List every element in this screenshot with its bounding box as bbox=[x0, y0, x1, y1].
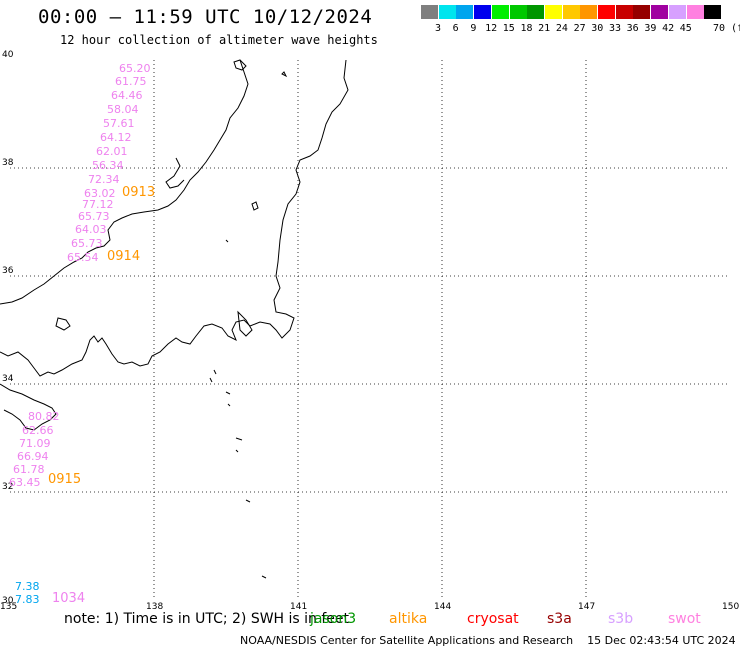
wave-height-value: 77.12 bbox=[82, 198, 114, 211]
small-islands bbox=[225, 71, 288, 243]
pass-time-label: 0914 bbox=[107, 249, 141, 264]
satellite-legend-item: altika bbox=[389, 611, 428, 627]
map-grid bbox=[10, 60, 730, 600]
longitude-tick-label: 147 bbox=[578, 602, 596, 612]
colorbar-tick-label: 6 bbox=[452, 23, 459, 34]
wave-height-value: 65.20 bbox=[119, 62, 151, 75]
colorbar-swatch bbox=[509, 5, 527, 19]
wave-height-value: 58.04 bbox=[107, 103, 139, 116]
pass-time-label: 0913 bbox=[122, 185, 156, 200]
credit-text: NOAA/NESDIS Center for Satellite Applica… bbox=[240, 634, 574, 647]
colorbar-swatch bbox=[651, 5, 669, 19]
colorbar-swatch bbox=[456, 5, 474, 19]
wave-height-value: 72.34 bbox=[88, 173, 120, 186]
generated-timestamp: 15 Dec 02:43:54 UTC 2024 bbox=[587, 634, 736, 647]
sado-island bbox=[233, 59, 247, 71]
colorbar-tick-label: 21 bbox=[538, 23, 551, 34]
wave-height-value: 64.46 bbox=[111, 89, 143, 102]
latitude-tick-label: 32 bbox=[2, 482, 14, 492]
chart-subtitle: 12 hour collection of altimeter wave hei… bbox=[60, 33, 378, 47]
wave-height-value: 56.34 bbox=[92, 159, 124, 172]
wave-height-value: 57.61 bbox=[103, 117, 135, 130]
coastline-honshu-west bbox=[0, 59, 249, 305]
colorbar-tick-label: 24 bbox=[555, 23, 568, 34]
colorbar-tick-label: 18 bbox=[520, 23, 533, 34]
longitude-tick-label: 135 bbox=[0, 602, 18, 612]
coastline-boso bbox=[237, 310, 253, 337]
colorbar-tick-label: 3 bbox=[434, 23, 442, 34]
wave-height-value: 65.54 bbox=[67, 251, 99, 264]
wave-height-value: 65.73 bbox=[78, 210, 110, 223]
colorbar-tick-label: 9 bbox=[470, 23, 477, 34]
colorbar-swatch bbox=[633, 5, 651, 19]
colorbar-tick-label: 33 bbox=[608, 23, 622, 34]
colorbar-tick-label: 30 bbox=[591, 23, 604, 34]
colorbar-swatch bbox=[668, 5, 686, 19]
colorbar-tick-label: 36 bbox=[626, 23, 639, 34]
colorbar-swatch bbox=[686, 5, 704, 19]
credit-line: NOAA/NESDIS Center for Satellite Applica… bbox=[240, 634, 736, 647]
wave-height-value: 66.94 bbox=[17, 450, 49, 463]
wave-height-value: 71.09 bbox=[19, 437, 51, 450]
longitude-tick-label: 150 bbox=[722, 602, 740, 612]
wave-height-value: 63.45 bbox=[9, 476, 41, 489]
satellite-legend-item: cryosat bbox=[467, 611, 519, 627]
wave-height-value: 63.02 bbox=[84, 187, 116, 200]
wave-height-value: 80.82 bbox=[28, 410, 60, 423]
wave-height-value: 7.38 bbox=[15, 580, 40, 593]
colorbar-swatch bbox=[615, 5, 633, 19]
coastline-honshu-east bbox=[0, 59, 349, 377]
longitude-tick-label: 138 bbox=[146, 602, 164, 612]
longitude-tick-label: 144 bbox=[434, 602, 452, 612]
note-text: note: 1) Time is in UTC; 2) SWH is in fe… bbox=[64, 611, 350, 627]
latitude-tick-label: 36 bbox=[2, 266, 14, 276]
satellite-legend-item: s3a bbox=[547, 611, 572, 627]
coastline-shikoku bbox=[0, 383, 57, 431]
colorbar-unit-label: 70 (ft) bbox=[713, 23, 740, 34]
colorbar-tick-label: 42 bbox=[662, 23, 675, 34]
colorbar-swatch bbox=[580, 5, 598, 19]
latitude-tick-label: 30 bbox=[2, 596, 14, 606]
colorbar-tick-label: 45 bbox=[679, 23, 692, 34]
longitude-tick-label: 141 bbox=[290, 602, 308, 612]
colorbar-swatch bbox=[527, 5, 545, 19]
wave-height-value: 62.66 bbox=[22, 424, 54, 437]
coastline-awaji bbox=[55, 317, 71, 331]
colorbar-swatch bbox=[544, 5, 562, 19]
colorbar-swatch bbox=[562, 5, 580, 19]
wave-height-value: 61.75 bbox=[115, 75, 147, 88]
colorbar-swatch bbox=[491, 5, 509, 19]
colorbar-tick-label: 27 bbox=[573, 23, 586, 34]
chart-title: 00:00 – 11:59 UTC 10/12/2024 bbox=[38, 6, 373, 28]
wave-height-value: 62.01 bbox=[96, 145, 128, 158]
satellite-legend-item: swot bbox=[668, 611, 701, 627]
wave-height-value: 65.73 bbox=[71, 237, 103, 250]
wave-height-value: 64.12 bbox=[100, 131, 132, 144]
latitude-tick-label: 40 bbox=[2, 50, 14, 60]
colorbar-swatch bbox=[474, 5, 492, 19]
latitude-tick-label: 34 bbox=[2, 374, 14, 384]
colorbar-swatch bbox=[598, 5, 615, 19]
coastline bbox=[0, 59, 349, 579]
colorbar-tick-label: 15 bbox=[502, 23, 515, 34]
pass-time-label: 0915 bbox=[48, 472, 82, 487]
colorbar-swatch bbox=[704, 5, 722, 19]
wave-height-value: 64.03 bbox=[75, 223, 107, 236]
pass-time-label: 1034 bbox=[52, 591, 86, 606]
satellite-legend-item: jason3 bbox=[310, 611, 357, 627]
latitude-tick-label: 38 bbox=[2, 158, 14, 168]
colorbar-swatch bbox=[438, 5, 456, 19]
colorbar-swatch bbox=[421, 5, 438, 19]
coastline-noto bbox=[165, 157, 185, 189]
izu-islands bbox=[209, 369, 267, 579]
colorbar-tick-label: 12 bbox=[485, 23, 498, 34]
satellite-legend-item: s3b bbox=[608, 611, 634, 627]
wave-height-value: 7.83 bbox=[15, 593, 40, 606]
colorbar-tick-label: 39 bbox=[644, 23, 657, 34]
wave-height-value: 61.78 bbox=[13, 463, 45, 476]
